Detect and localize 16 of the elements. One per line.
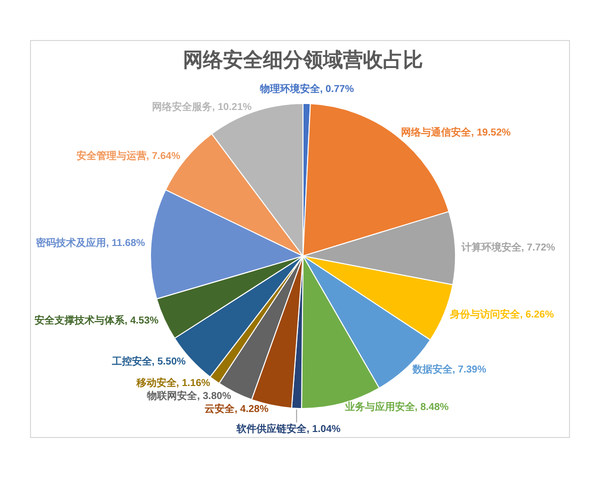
slice-label: 密码技术及应用, 11.68% xyxy=(36,236,146,249)
slice-label: 身份与访问安全, 6.26% xyxy=(448,308,554,321)
chart-title: 网络安全细分领域营收占比 xyxy=(183,48,423,72)
slice-label: 云安全, 4.28% xyxy=(204,402,269,415)
slice-label: 计算环境安全, 7.72% xyxy=(460,241,556,254)
slice-label: 安全管理与运营, 7.64% xyxy=(76,150,180,162)
slice-label: 移动安全, 1.16% xyxy=(135,377,210,390)
slice-label: 网络与通信安全, 19.52% xyxy=(401,126,511,138)
slice-label: 软件供应链安全, 1.04% xyxy=(236,422,341,435)
slice-label: 网络安全服务, 10.21% xyxy=(152,101,252,114)
slice-label: 物理环境安全, 0.77% xyxy=(258,82,354,95)
slice-label: 业务与应用安全, 8.48% xyxy=(344,401,449,414)
slice-label: 工控安全, 5.50% xyxy=(110,356,186,368)
slice-label: 安全支撑技术与体系, 4.53% xyxy=(34,314,159,327)
slice-label: 数据安全, 7.39% xyxy=(411,364,486,376)
slice-label: 物联网安全, 3.80% xyxy=(146,390,232,402)
